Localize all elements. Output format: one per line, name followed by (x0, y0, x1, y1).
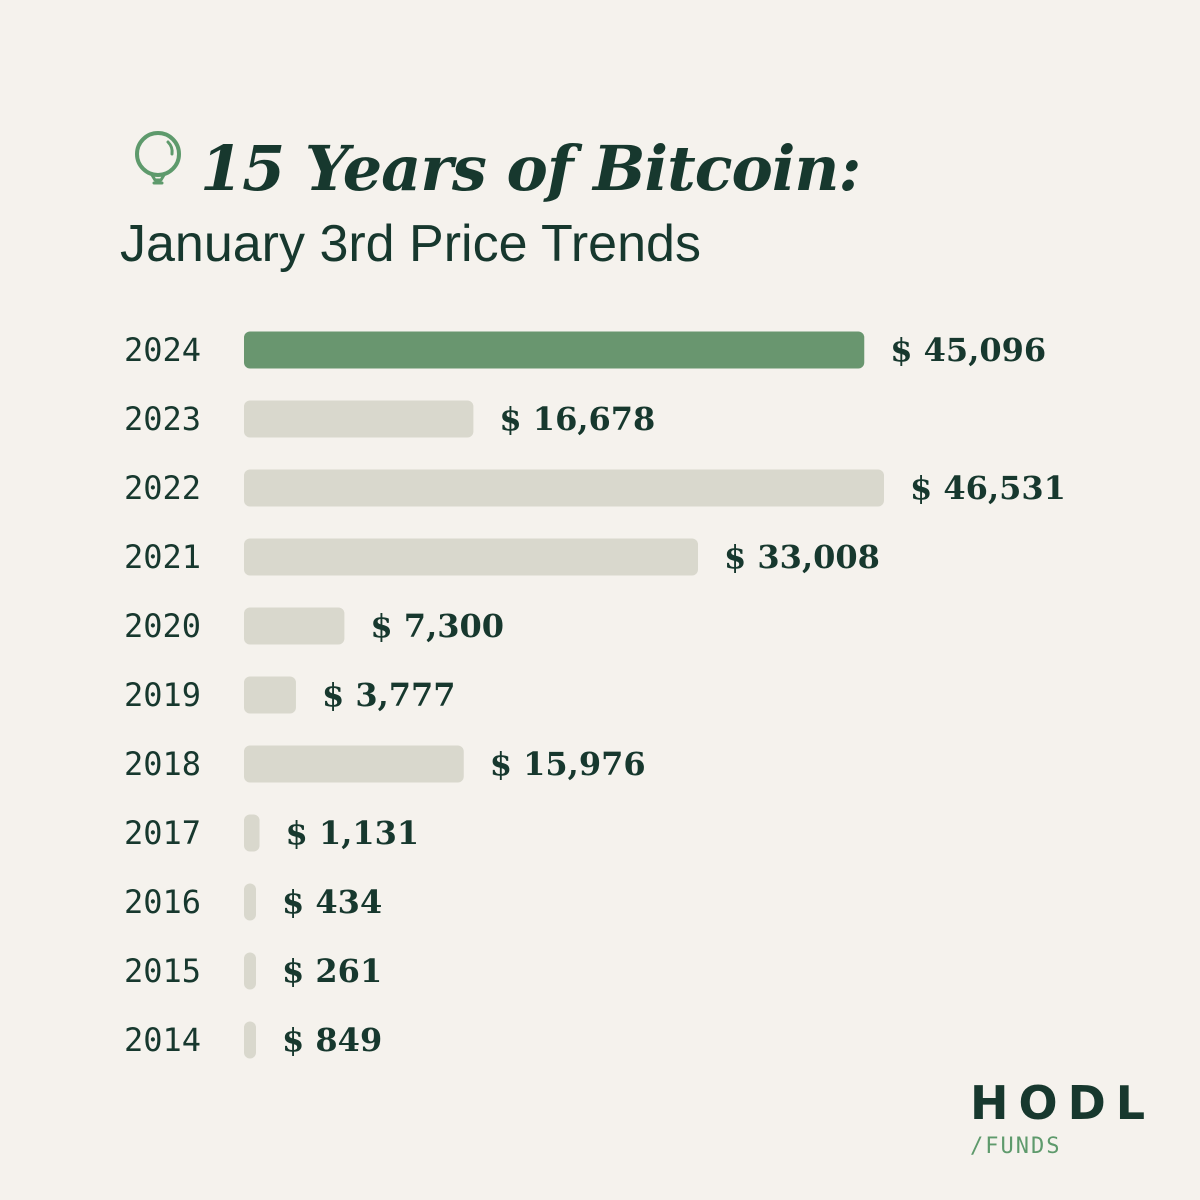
title-row: 15 Years of Bitcoin: (128, 128, 861, 208)
bar-2017 (244, 814, 260, 852)
brand-logo: HODL /FUNDS (970, 1080, 1155, 1159)
value-label-2015: $ 261 (282, 952, 382, 990)
value-label-2019: $ 3,777 (322, 676, 456, 714)
value-label-2023: $ 16,678 (499, 400, 655, 438)
bar-2014 (244, 1021, 256, 1059)
value-label-2018: $ 15,976 (490, 745, 646, 783)
value-label-2021: $ 33,008 (724, 538, 880, 576)
value-label-2020: $ 7,300 (370, 607, 504, 645)
value-label-2022: $ 46,531 (910, 469, 1066, 507)
year-label-2024: 2024 (124, 331, 201, 369)
chart-subtitle: January 3rd Price Trends (120, 215, 701, 273)
bar-2018 (244, 745, 464, 783)
chart-title: 15 Years of Bitcoin: (200, 131, 861, 205)
bar-2015 (244, 952, 256, 990)
year-label-2019: 2019 (124, 676, 201, 714)
year-label-2017: 2017 (124, 814, 201, 852)
bar-2022 (244, 469, 884, 507)
balloon-icon (135, 131, 181, 185)
year-label-2015: 2015 (124, 952, 201, 990)
year-label-2022: 2022 (124, 469, 201, 507)
year-label-2018: 2018 (124, 745, 201, 783)
bar-2024 (244, 331, 865, 369)
year-label-2023: 2023 (124, 400, 201, 438)
year-label-2014: 2014 (124, 1021, 201, 1059)
value-label-2024: $ 45,096 (890, 331, 1046, 369)
year-label-2020: 2020 (124, 607, 201, 645)
bar-2019 (244, 676, 296, 714)
brand-tagline: /FUNDS (970, 1134, 1062, 1159)
value-label-2017: $ 1,131 (286, 814, 420, 852)
value-label-2014: $ 849 (282, 1021, 382, 1059)
year-label-2016: 2016 (124, 883, 201, 921)
bar-2023 (244, 400, 474, 438)
bar-2021 (244, 538, 699, 576)
bar-2020 (244, 607, 345, 645)
value-label-2016: $ 434 (282, 883, 382, 921)
brand-name: HODL (970, 1076, 1156, 1130)
bar-2016 (244, 883, 256, 921)
year-label-2021: 2021 (124, 538, 201, 576)
